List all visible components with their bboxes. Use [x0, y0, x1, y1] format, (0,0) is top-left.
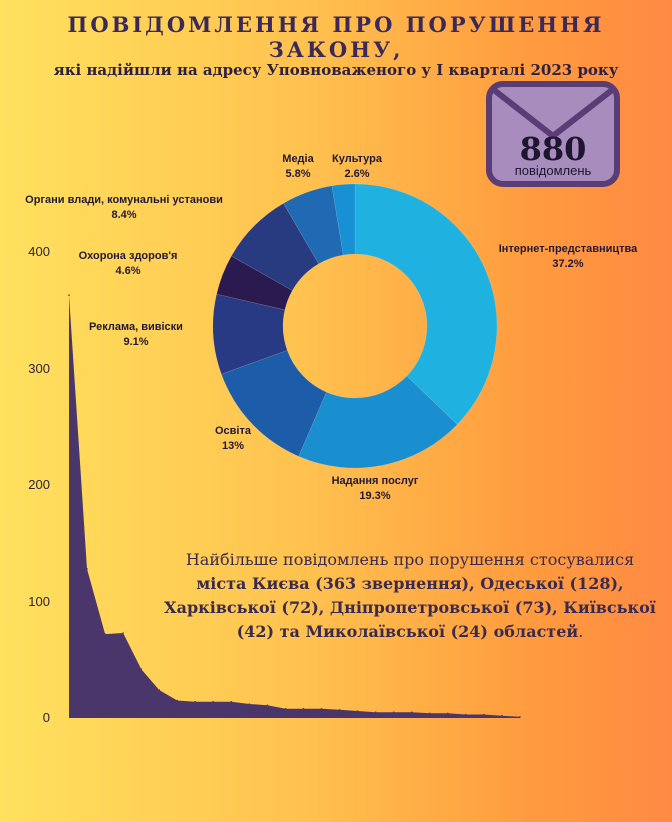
area-point — [266, 704, 269, 706]
area-point — [194, 700, 197, 703]
donut-label-value: 4.6% — [115, 265, 141, 277]
envelope-icon — [486, 81, 620, 187]
area-point — [212, 700, 215, 703]
donut-label-category: Культура — [332, 153, 382, 165]
y-tick-label: 0 — [42, 710, 50, 725]
summary-line2: міста Києва (363 звернення), Одеської (1… — [196, 574, 624, 593]
area-point — [248, 703, 251, 705]
y-tick-label: 200 — [28, 477, 50, 492]
area-point — [501, 714, 503, 717]
donut-label: Інтернет-представництва 37.2% — [499, 242, 638, 272]
area-point — [122, 632, 124, 634]
donut-label-category: Органи влади, комунальні установи — [25, 194, 223, 206]
donut-label-value: 37.2% — [552, 258, 584, 270]
donut-label: Медіа 5.8% — [282, 152, 313, 182]
area-point — [447, 712, 449, 715]
donut-label-category: Охорона здоров'я — [78, 250, 178, 262]
area-point — [465, 713, 467, 716]
area-point — [374, 711, 377, 713]
donut-label: Надання послуг 19.3% — [332, 474, 419, 504]
donut-label: Реклама, вивіски 9.1% — [89, 320, 183, 350]
y-tick-label: 300 — [28, 360, 50, 376]
donut-label: Освіта 13% — [215, 424, 251, 454]
area-point — [302, 707, 305, 710]
area-point — [230, 700, 233, 703]
donut-slice — [221, 350, 327, 457]
donut-label-value: 5.8% — [285, 168, 311, 180]
total-count: 880 — [519, 130, 587, 168]
area-point — [429, 712, 431, 715]
area-point — [320, 707, 323, 710]
area-point — [158, 689, 160, 691]
page-title-line1: ПОВІДОМЛЕННЯ ПРО ПОРУШЕННЯ — [67, 12, 605, 37]
donut-label-category: Освіта — [215, 425, 251, 437]
donut-label-category: Медіа — [282, 153, 314, 165]
y-tick-label: 400 — [28, 244, 50, 259]
area-chart — [68, 294, 521, 718]
area-point — [483, 713, 485, 716]
total-unit: повідомлень — [514, 163, 592, 178]
page-subtitle: які надійшли на адресу Уповноваженого у … — [53, 61, 619, 79]
donut-slice — [216, 255, 293, 311]
area-point — [104, 633, 106, 635]
donut-label-category: Інтернет-представництва — [498, 243, 638, 255]
area-point — [519, 716, 521, 718]
donut-label-category: Реклама, вивіски — [89, 321, 183, 333]
summary-line4: (42) та Миколаївської (24) областей. — [236, 622, 584, 641]
donut-label-value: 13% — [221, 440, 245, 452]
donut-label-value: 8.4% — [111, 209, 137, 221]
area-point — [411, 711, 413, 713]
area-point — [356, 710, 359, 712]
y-tick-label: 100 — [28, 593, 50, 609]
donut-chart — [212, 183, 498, 469]
area-point — [392, 711, 395, 713]
page-title-line2: ЗАКОНУ, — [268, 37, 404, 62]
summary-note: Найбільше повідомлень про порушення стос… — [160, 548, 660, 644]
area-series — [69, 295, 520, 718]
donut-label: Культура 2.6% — [332, 152, 382, 182]
area-point — [68, 294, 70, 296]
summary-line3: Харківської (72), Дніпропетровської (73)… — [164, 598, 656, 617]
area-point — [284, 707, 287, 710]
donut-label: Охорона здоров'я 4.6% — [79, 249, 178, 279]
donut-slice — [298, 375, 458, 469]
area-point — [176, 699, 178, 702]
envelope-flap — [492, 87, 614, 139]
donut-label-value: 19.3% — [359, 490, 391, 502]
area-point — [338, 709, 341, 711]
donut-label-value: 2.6% — [344, 168, 370, 180]
donut-slice — [331, 183, 356, 256]
donut-label: Органи влади, комунальні установи 8.4% — [25, 193, 223, 223]
summary-line1: Найбільше повідомлень про порушення стос… — [185, 550, 635, 569]
donut-slice — [354, 183, 498, 425]
donut-label-value: 9.1% — [123, 336, 149, 348]
area-point — [140, 668, 142, 670]
donut-slice — [212, 293, 288, 375]
donut-label-category: Надання послуг — [331, 475, 419, 487]
area-point — [86, 568, 88, 570]
